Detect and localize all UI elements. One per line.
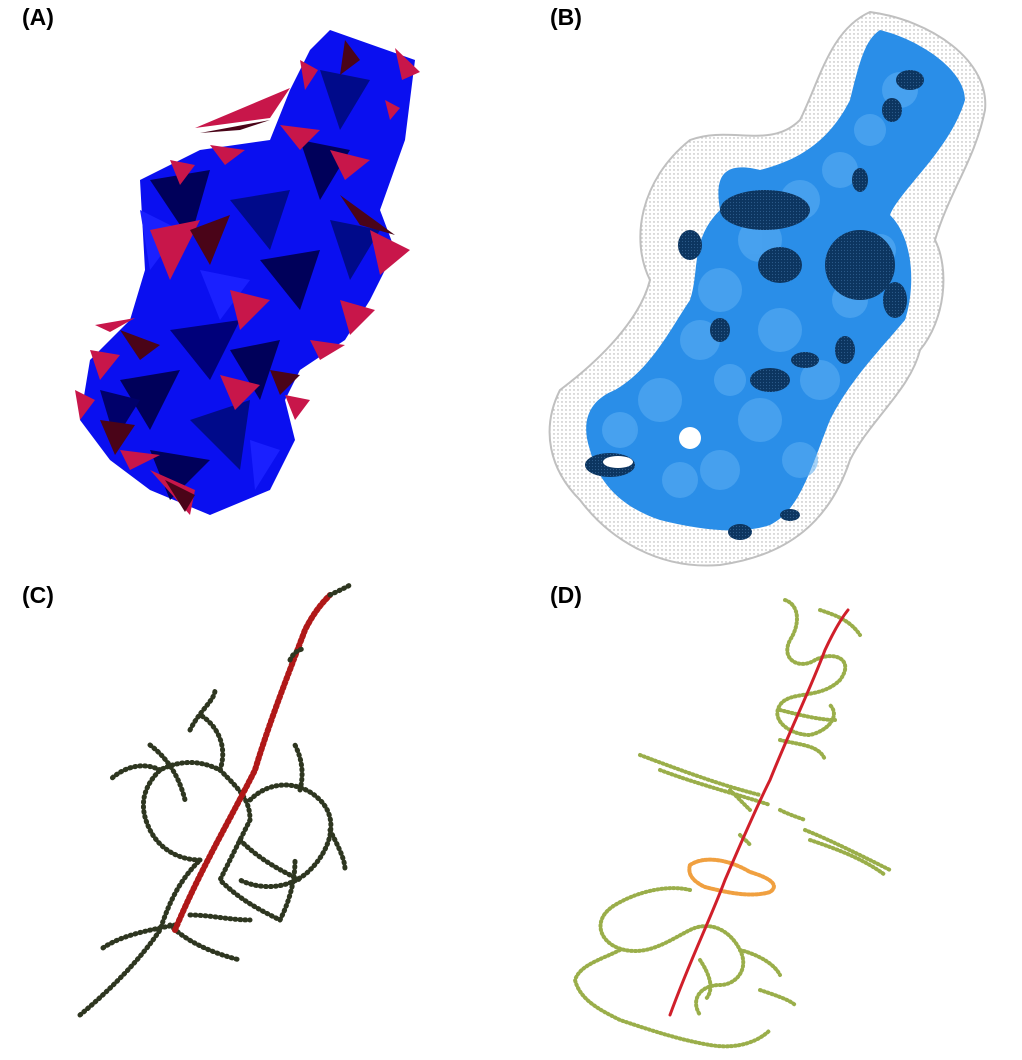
- panel-label-a: (A): [22, 4, 54, 30]
- panel-label-d: (D): [550, 582, 582, 608]
- panel-label-b: (B): [550, 4, 582, 30]
- panel-label-c: (C): [22, 582, 54, 608]
